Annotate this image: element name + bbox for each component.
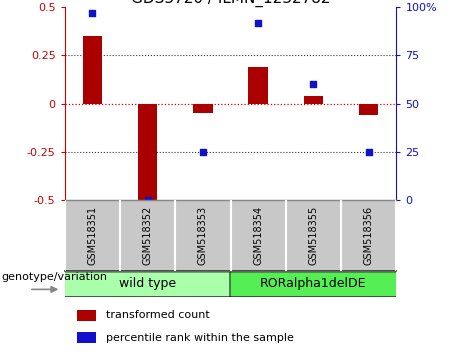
Bar	[77, 310, 96, 321]
Text: percentile rank within the sample: percentile rank within the sample	[106, 332, 294, 343]
Text: GSM518356: GSM518356	[364, 206, 374, 265]
Bar	[359, 103, 378, 115]
Text: genotype/variation: genotype/variation	[1, 273, 107, 282]
Point	[365, 149, 372, 155]
Bar	[138, 103, 157, 204]
FancyBboxPatch shape	[64, 272, 231, 297]
Bar	[77, 332, 96, 343]
Point	[199, 149, 207, 155]
Text: GSM518354: GSM518354	[253, 206, 263, 265]
Text: RORalpha1delDE: RORalpha1delDE	[260, 277, 367, 290]
Text: GSM518355: GSM518355	[308, 206, 319, 265]
Title: GDS3720 / ILMN_1232782: GDS3720 / ILMN_1232782	[131, 0, 330, 7]
Point	[144, 197, 151, 203]
Point	[254, 20, 262, 25]
Bar	[193, 103, 213, 113]
Text: GSM518352: GSM518352	[142, 206, 153, 265]
FancyBboxPatch shape	[230, 272, 397, 297]
Text: GSM518353: GSM518353	[198, 206, 208, 265]
Text: GSM518351: GSM518351	[87, 206, 97, 265]
Text: transformed count: transformed count	[106, 310, 210, 320]
Bar	[304, 96, 323, 103]
Bar	[248, 67, 268, 103]
Text: wild type: wild type	[119, 277, 176, 290]
Bar	[83, 36, 102, 103]
Point	[89, 10, 96, 16]
Point	[310, 81, 317, 87]
